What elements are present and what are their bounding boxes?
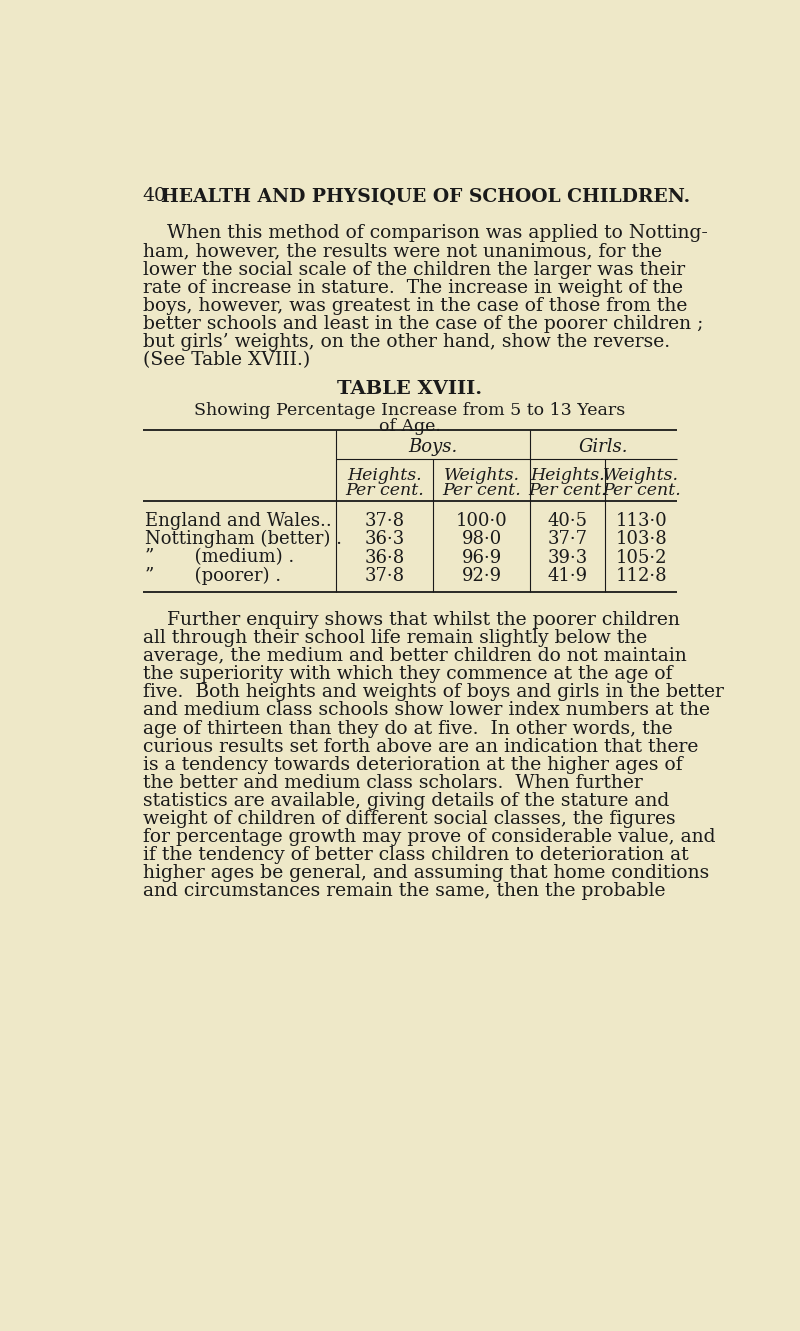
Text: Per cent.: Per cent. (346, 482, 424, 499)
Text: HEALTH AND PHYSIQUE OF SCHOOL CHILDREN.: HEALTH AND PHYSIQUE OF SCHOOL CHILDREN. (161, 188, 690, 205)
Text: 100·0: 100·0 (456, 511, 507, 530)
Text: 103·8: 103·8 (615, 530, 667, 548)
Text: the superiority with which they commence at the age of: the superiority with which they commence… (142, 666, 672, 683)
Text: Heights.: Heights. (530, 467, 605, 484)
Text: 92·9: 92·9 (462, 567, 502, 586)
Text: five.  Both heights and weights of boys and girls in the better: five. Both heights and weights of boys a… (142, 683, 723, 701)
Text: 98·0: 98·0 (462, 530, 502, 548)
Text: age of thirteen than they do at five.  In other words, the: age of thirteen than they do at five. In… (142, 720, 672, 737)
Text: is a tendency towards deterioration at the higher ages of: is a tendency towards deterioration at t… (142, 756, 682, 773)
Text: Showing Percentage Increase from 5 to 13 Years: Showing Percentage Increase from 5 to 13… (194, 402, 626, 418)
Text: 37·8: 37·8 (365, 567, 405, 586)
Text: statistics are available, giving details of the stature and: statistics are available, giving details… (142, 792, 669, 809)
Text: Per cent.: Per cent. (602, 482, 681, 499)
Text: Per cent.: Per cent. (442, 482, 521, 499)
Text: but girls’ weights, on the other hand, show the reverse.: but girls’ weights, on the other hand, s… (142, 333, 670, 351)
Text: lower the social scale of the children the larger was their: lower the social scale of the children t… (142, 261, 685, 278)
Text: 105·2: 105·2 (615, 548, 667, 567)
Text: better schools and least in the case of the poorer children ;: better schools and least in the case of … (142, 315, 703, 333)
Text: all through their school life remain slightly below the: all through their school life remain sli… (142, 630, 647, 647)
Text: Nottingham (better) .: Nottingham (better) . (145, 530, 342, 548)
Text: When this method of comparison was applied to Notting-: When this method of comparison was appli… (142, 225, 707, 242)
Text: 40: 40 (142, 188, 166, 205)
Text: ”       (medium) .: ” (medium) . (145, 548, 294, 567)
Text: 36·3: 36·3 (365, 530, 405, 548)
Text: average, the medium and better children do not maintain: average, the medium and better children … (142, 647, 686, 666)
Text: for percentage growth may prove of considerable value, and: for percentage growth may prove of consi… (142, 828, 715, 847)
Text: higher ages be general, and assuming that home conditions: higher ages be general, and assuming tha… (142, 864, 709, 882)
Text: Weights.: Weights. (444, 467, 520, 484)
Text: 37·7: 37·7 (548, 530, 588, 548)
Text: 39·3: 39·3 (547, 548, 588, 567)
Text: Girls.: Girls. (579, 438, 629, 455)
Text: of Age.: of Age. (379, 418, 441, 435)
Text: 36·8: 36·8 (365, 548, 405, 567)
Text: Further enquiry shows that whilst the poorer children: Further enquiry shows that whilst the po… (142, 611, 679, 630)
Text: ham, however, the results were not unanimous, for the: ham, however, the results were not unani… (142, 242, 662, 261)
Text: Weights.: Weights. (603, 467, 679, 484)
Text: if the tendency of better class children to deterioration at: if the tendency of better class children… (142, 847, 688, 864)
Text: Per cent.: Per cent. (528, 482, 607, 499)
Text: England and Wales..: England and Wales.. (145, 511, 332, 530)
Text: 41·9: 41·9 (548, 567, 588, 586)
Text: and circumstances remain the same, then the probable: and circumstances remain the same, then … (142, 882, 665, 900)
Text: the better and medium class scholars.  When further: the better and medium class scholars. Wh… (142, 773, 642, 792)
Text: curious results set forth above are an indication that there: curious results set forth above are an i… (142, 737, 698, 756)
Text: ”       (poorer) .: ” (poorer) . (145, 567, 281, 586)
Text: and medium class schools show lower index numbers at the: and medium class schools show lower inde… (142, 701, 710, 720)
Text: (See Table XVIII.): (See Table XVIII.) (142, 351, 310, 369)
Text: 112·8: 112·8 (615, 567, 667, 586)
Text: Boys.: Boys. (409, 438, 458, 455)
Text: 37·8: 37·8 (365, 511, 405, 530)
Text: boys, however, was greatest in the case of those from the: boys, however, was greatest in the case … (142, 297, 687, 314)
Text: 113·0: 113·0 (615, 511, 667, 530)
Text: rate of increase in stature.  The increase in weight of the: rate of increase in stature. The increas… (142, 278, 682, 297)
Text: 40·5: 40·5 (548, 511, 588, 530)
Text: weight of children of different social classes, the figures: weight of children of different social c… (142, 811, 675, 828)
Text: Heights.: Heights. (347, 467, 422, 484)
Text: 96·9: 96·9 (462, 548, 502, 567)
Text: TABLE XVIII.: TABLE XVIII. (338, 379, 482, 398)
